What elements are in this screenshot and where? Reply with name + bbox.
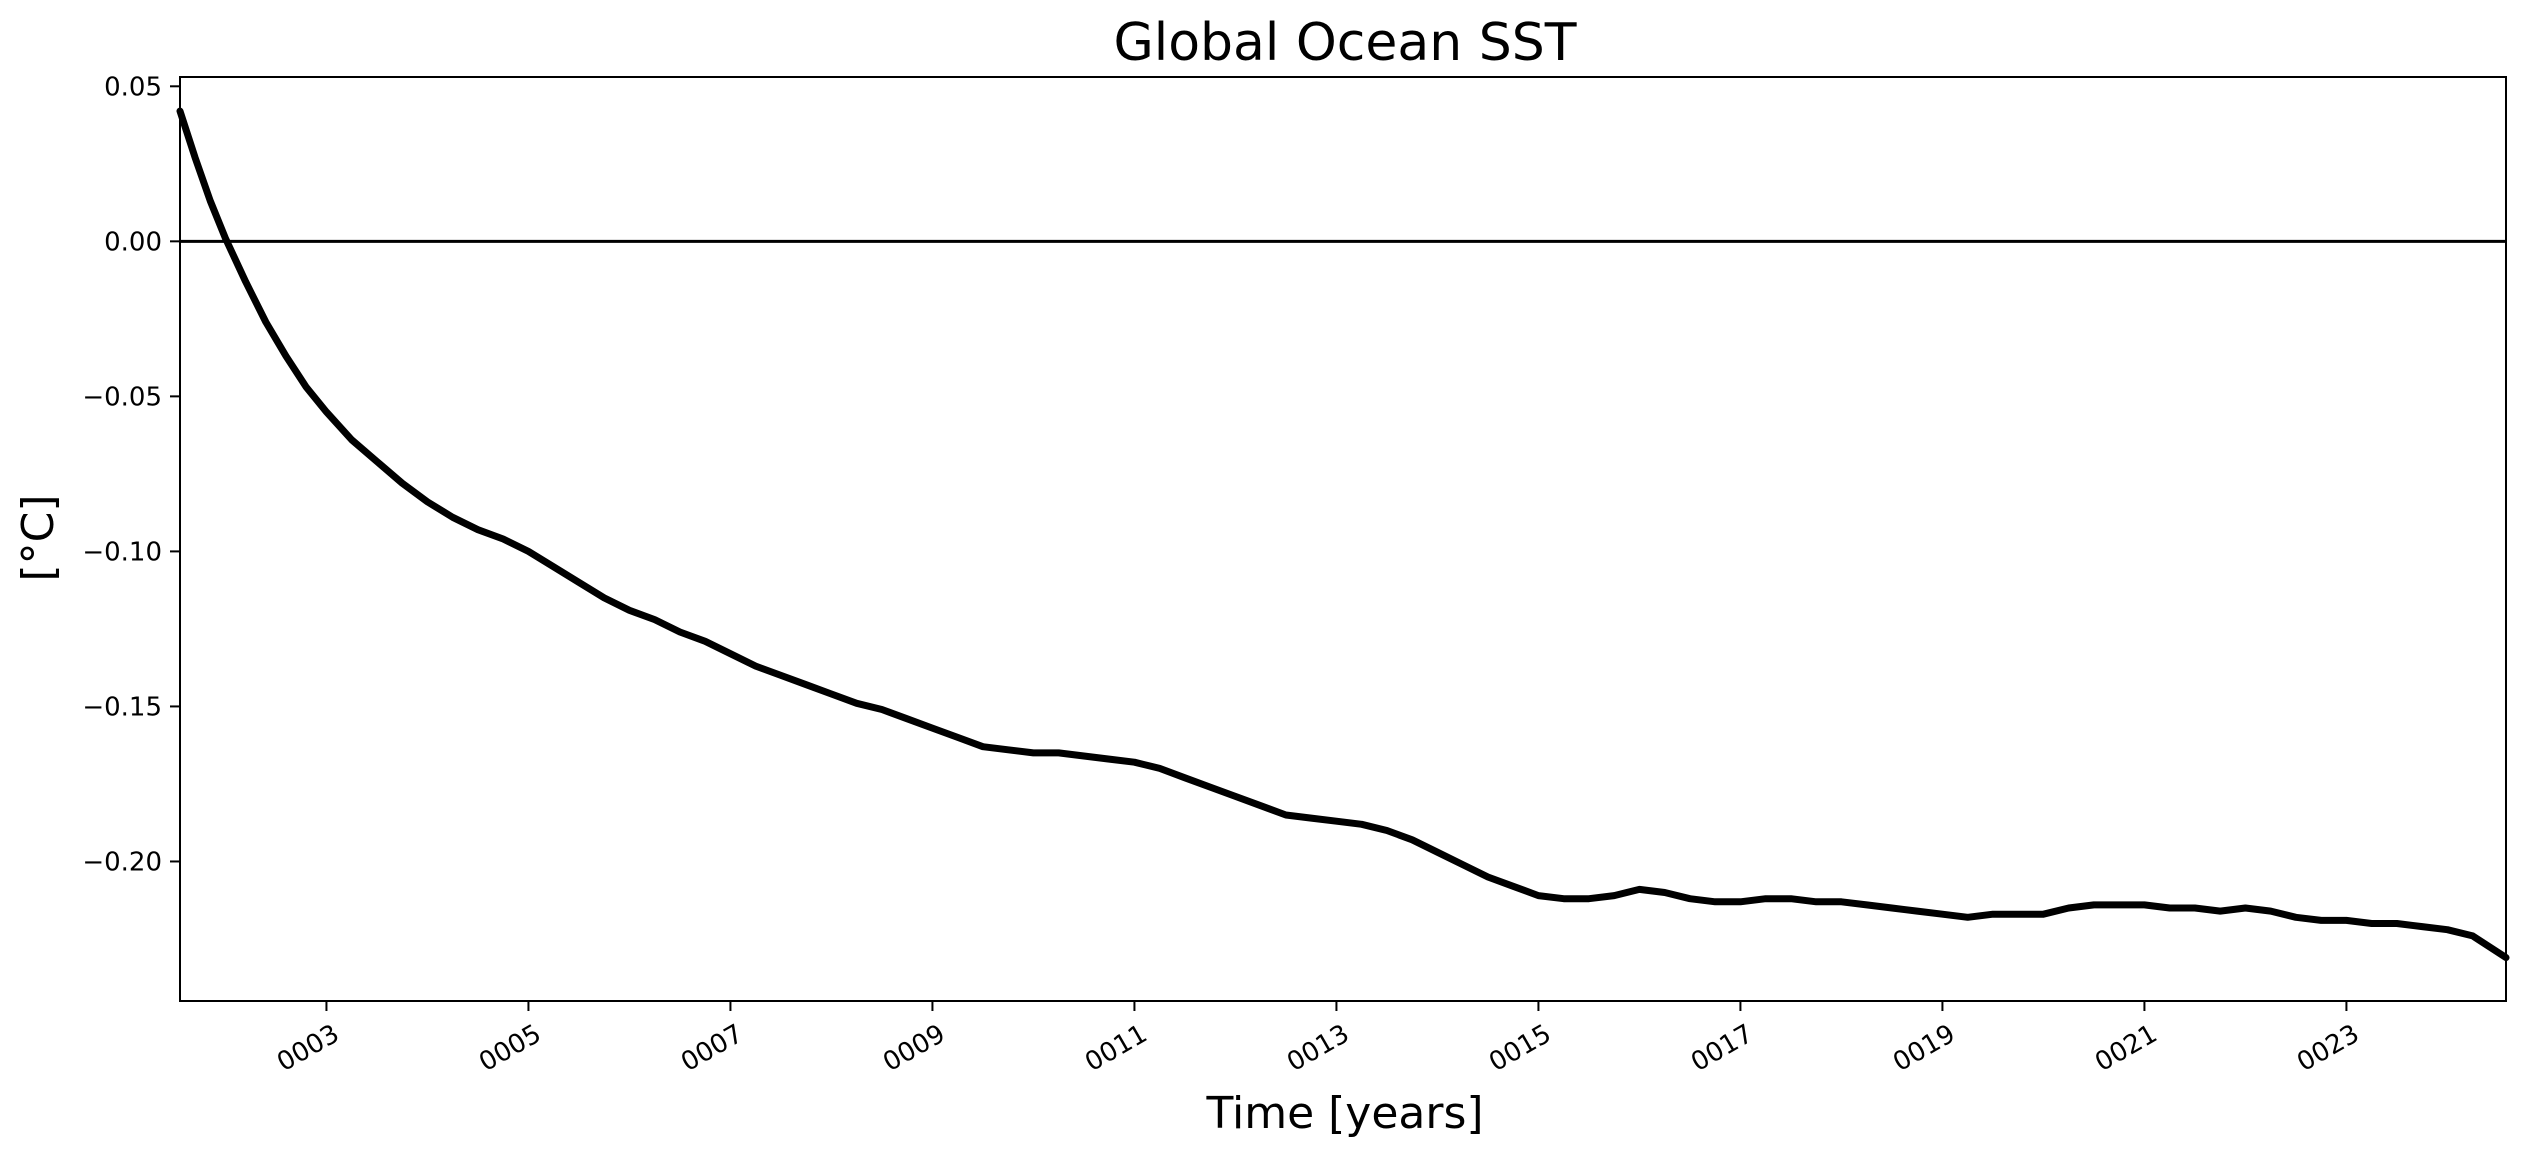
- y-tick-label: −0.10: [82, 537, 162, 567]
- x-tick-label: 0021: [2090, 1019, 2162, 1078]
- x-tick-label: 0015: [1484, 1019, 1556, 1078]
- y-axis-label: [°C]: [13, 494, 64, 581]
- x-tick-label: 0011: [1080, 1019, 1152, 1078]
- x-tick-label: 0009: [878, 1019, 950, 1078]
- x-axis: 0003 0005 0007 0009 0011 0013 0015 0017 0019 0021…: [272, 1001, 2364, 1078]
- series-line: [176, 107, 2510, 962]
- axes-frame: [179, 76, 2507, 1002]
- y-axis: 0.05 0.00 −0.05 −0.10 −0.15 −0.20: [82, 72, 180, 877]
- x-tick-label: 0003: [272, 1019, 344, 1078]
- y-tick-label: −0.20: [82, 847, 162, 877]
- chart-title: Global Ocean SST: [1113, 13, 1576, 73]
- y-tick-label: −0.15: [82, 692, 162, 722]
- x-tick-label: 0023: [2292, 1019, 2364, 1078]
- x-axis-label: Time [years]: [1205, 1088, 1483, 1139]
- y-tick-label: −0.05: [82, 382, 162, 412]
- x-tick-label: 0005: [474, 1019, 546, 1078]
- x-tick-label: 0013: [1282, 1019, 1354, 1078]
- x-tick-label: 0019: [1888, 1019, 1960, 1078]
- y-tick-label: 0.00: [104, 227, 162, 257]
- x-tick-label: 0007: [676, 1019, 748, 1078]
- x-tick-label: 0017: [1686, 1019, 1758, 1078]
- plot-area: [176, 76, 2510, 1002]
- y-tick-label: 0.05: [104, 72, 162, 102]
